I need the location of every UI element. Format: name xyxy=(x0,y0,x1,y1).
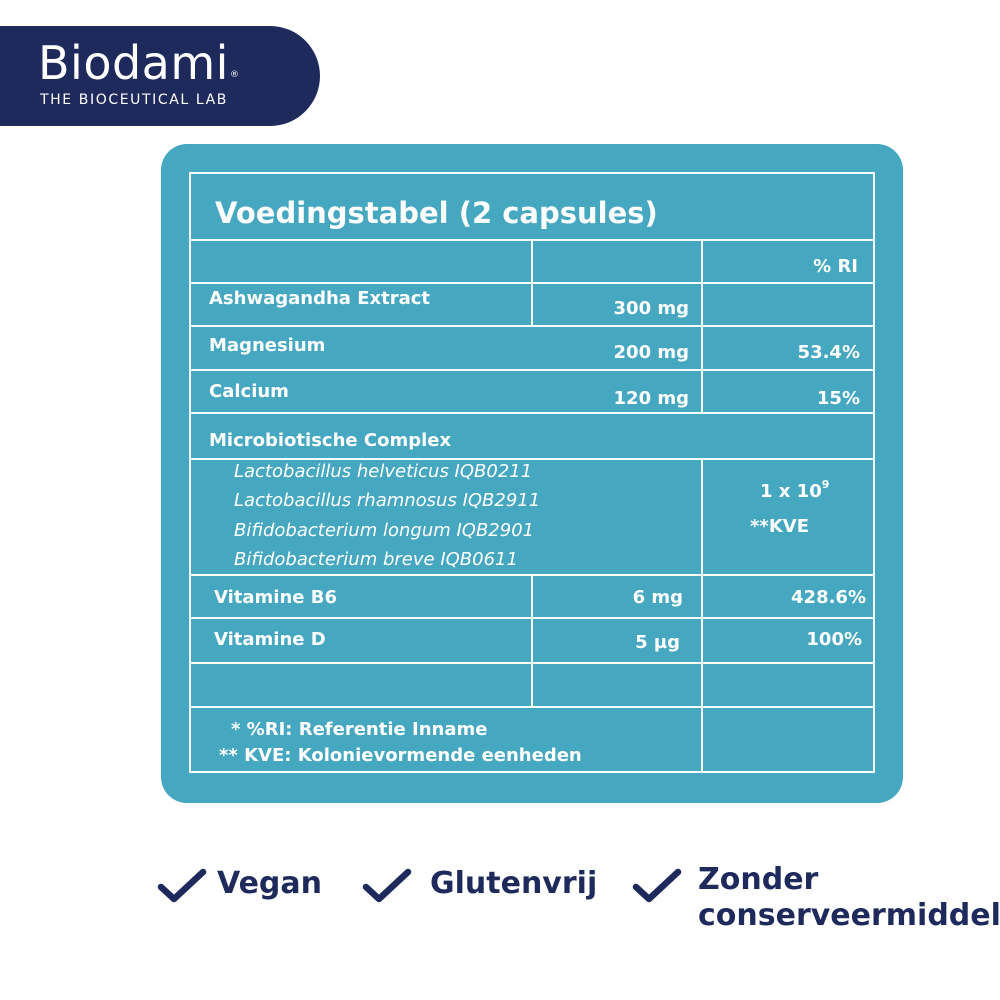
checkmark-icon xyxy=(632,868,682,903)
vitamin-amount: 5 µg xyxy=(635,632,680,653)
grid-line xyxy=(531,574,533,706)
grid-line xyxy=(189,458,875,460)
vitamin-name: Vitamine D xyxy=(214,629,326,650)
footnote: * %RI: Referentie Inname xyxy=(231,719,488,740)
strain-item: Bifidobacterium longum IQB2901 xyxy=(234,520,535,541)
checkmark-icon xyxy=(362,868,412,903)
table-title: Voedingstabel (2 capsules) xyxy=(215,196,658,230)
strain-item: Lactobacillus helveticus IQB0211 xyxy=(234,461,533,482)
ingredient-amount: 200 mg xyxy=(613,342,689,363)
registered-mark: ® xyxy=(229,70,240,80)
vitamin-name: Vitamine B6 xyxy=(214,587,337,608)
ingredient-amount: 300 mg xyxy=(613,298,689,319)
grid-line xyxy=(873,172,875,773)
grid-line xyxy=(189,325,875,327)
vitamin-ri: 100% xyxy=(806,629,862,650)
ingredient-amount: 120 mg xyxy=(613,388,689,409)
grid-line xyxy=(189,771,875,773)
complex-name: Microbiotische Complex xyxy=(209,430,452,451)
grid-line xyxy=(701,239,703,412)
grid-line xyxy=(701,458,703,771)
badge-label: Vegan xyxy=(217,866,322,901)
complex-amount-exponent: 9 xyxy=(821,478,830,491)
grid-line xyxy=(189,172,875,174)
grid-line xyxy=(189,172,191,773)
checkmark-icon xyxy=(157,868,207,903)
brand-name: Biodami xyxy=(38,36,229,90)
ingredient-name: Calcium xyxy=(209,381,289,402)
strain-item: Lactobacillus rhamnosus IQB2911 xyxy=(234,490,541,511)
grid-line xyxy=(189,706,875,708)
strain-item: Bifidobacterium breve IQB0611 xyxy=(234,549,518,570)
grid-line xyxy=(189,412,875,414)
complex-amount: 1 x 109 xyxy=(760,479,829,501)
brand-header: Biodami® THE BIOCEUTICAL LAB xyxy=(0,26,320,126)
complex-unit: **KVE xyxy=(750,516,810,537)
nutrition-table-grid xyxy=(189,172,875,773)
vitamin-ri: 428.6% xyxy=(791,587,866,608)
ingredient-name: Ashwagandha Extract xyxy=(209,288,431,309)
ingredient-ri: 15% xyxy=(816,388,860,409)
badge-label-line2: conserveermiddel xyxy=(698,898,1000,933)
grid-line xyxy=(531,239,533,325)
ingredient-ri: 53.4% xyxy=(797,342,860,363)
vitamin-amount: 6 mg xyxy=(632,587,683,608)
brand-logo: Biodami® xyxy=(38,40,239,86)
badge-label: Glutenvrij xyxy=(430,866,598,901)
grid-line xyxy=(189,369,875,371)
ingredient-name: Magnesium xyxy=(209,335,326,356)
brand-tagline: THE BIOCEUTICAL LAB xyxy=(40,92,228,108)
ri-column-header: % RI xyxy=(813,256,858,277)
badge-label: Zonder xyxy=(698,862,819,897)
footnote: ** KVE: Kolonievormende eenheden xyxy=(219,745,582,766)
complex-amount-base: 1 x 10 xyxy=(760,481,822,502)
